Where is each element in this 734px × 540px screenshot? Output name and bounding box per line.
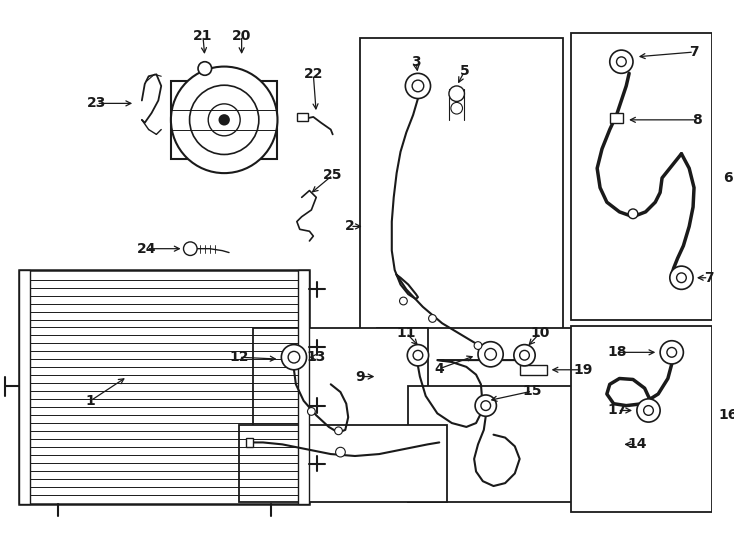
Bar [245, 437, 253, 447]
Circle shape [644, 406, 653, 415]
Bar [253, 328, 428, 493]
Circle shape [660, 341, 683, 364]
Circle shape [189, 85, 259, 154]
Text: 20: 20 [232, 29, 251, 43]
Text: 10: 10 [531, 326, 550, 340]
Bar [298, 270, 310, 504]
Text: 7: 7 [689, 45, 699, 59]
Text: 12: 12 [229, 350, 249, 364]
Text: 23: 23 [87, 96, 106, 110]
Text: 21: 21 [193, 29, 213, 43]
Bar [297, 113, 308, 121]
Circle shape [628, 209, 638, 219]
Circle shape [667, 348, 677, 357]
Circle shape [449, 86, 465, 102]
Circle shape [617, 57, 626, 66]
Text: 4: 4 [435, 362, 444, 376]
Text: 5: 5 [459, 64, 469, 78]
Text: 13: 13 [307, 350, 326, 364]
Circle shape [481, 401, 490, 410]
Circle shape [514, 345, 535, 366]
Circle shape [288, 352, 299, 363]
Circle shape [670, 266, 693, 289]
Text: 2: 2 [345, 219, 355, 233]
Bar [520, 365, 547, 375]
Text: 24: 24 [137, 242, 156, 255]
Text: 8: 8 [692, 113, 702, 127]
Text: 16: 16 [719, 408, 734, 422]
Bar [360, 37, 563, 381]
Circle shape [184, 242, 197, 255]
Text: 19: 19 [573, 363, 592, 377]
Text: 14: 14 [627, 437, 647, 451]
Bar [239, 425, 447, 503]
Circle shape [478, 342, 504, 367]
Circle shape [198, 62, 211, 75]
Bar [571, 32, 713, 320]
Circle shape [399, 297, 407, 305]
Text: 9: 9 [355, 369, 365, 383]
Circle shape [451, 103, 462, 114]
Circle shape [484, 348, 496, 360]
Circle shape [475, 395, 496, 416]
Text: 1: 1 [86, 394, 95, 408]
Text: 3: 3 [411, 55, 421, 69]
Text: 15: 15 [523, 384, 542, 398]
Circle shape [677, 273, 686, 282]
Text: 11: 11 [396, 326, 416, 340]
Circle shape [335, 427, 342, 435]
Bar [571, 326, 713, 512]
Circle shape [413, 350, 423, 360]
Bar [610, 113, 623, 123]
Text: 7: 7 [704, 271, 713, 285]
Text: 6: 6 [723, 171, 733, 185]
Circle shape [412, 80, 424, 92]
Circle shape [308, 408, 316, 415]
Text: 17: 17 [608, 403, 627, 417]
Text: 22: 22 [304, 68, 323, 82]
Bar [408, 386, 622, 503]
Circle shape [407, 345, 429, 366]
Text: 25: 25 [323, 168, 343, 182]
Circle shape [474, 342, 482, 349]
Circle shape [429, 315, 436, 322]
Bar [19, 270, 310, 504]
Circle shape [520, 350, 529, 360]
Circle shape [219, 115, 229, 125]
Circle shape [405, 73, 431, 98]
Circle shape [171, 66, 277, 173]
Circle shape [637, 399, 660, 422]
Circle shape [281, 345, 307, 370]
Circle shape [335, 447, 345, 457]
Text: 18: 18 [608, 346, 628, 359]
Circle shape [610, 50, 633, 73]
Bar [19, 270, 30, 504]
Bar [171, 81, 277, 159]
Circle shape [208, 104, 240, 136]
Bar [377, 328, 573, 483]
